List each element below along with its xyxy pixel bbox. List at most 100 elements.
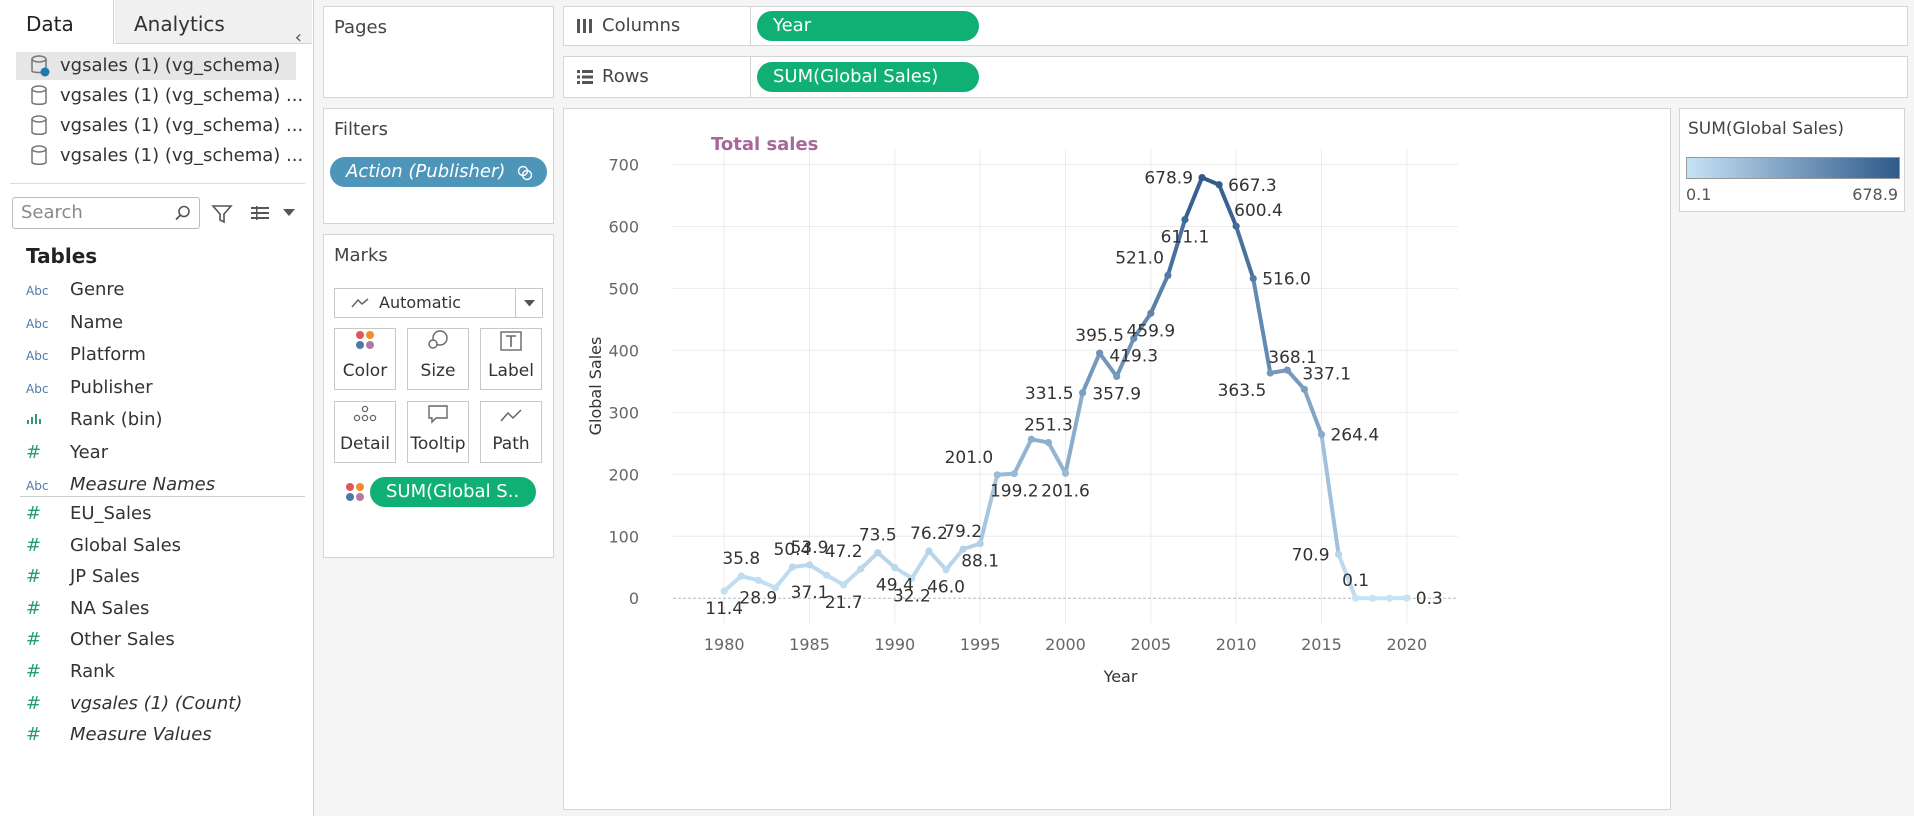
field-label: Other Sales — [70, 629, 175, 651]
rows-shelf[interactable]: Rows SUM(Global Sales) — [563, 56, 1908, 98]
line-segment — [1165, 217, 1187, 278]
data-label: 79.2 — [944, 522, 982, 542]
field-label: Genre — [70, 279, 125, 300]
path-button[interactable]: Path — [480, 401, 542, 463]
field-genre[interactable]: Abc Genre — [26, 275, 306, 305]
text-label-icon — [500, 331, 522, 351]
columns-pill-label: Year — [773, 15, 812, 36]
field-eu-sales[interactable]: # EU_Sales — [26, 499, 306, 529]
field-label: Year — [70, 441, 109, 463]
collapse-pane-icon[interactable]: ‹ — [294, 27, 302, 48]
detail-icon — [353, 405, 377, 422]
data-label: 611.1 — [1161, 228, 1210, 248]
field-jp-sales[interactable]: # JP Sales — [26, 562, 306, 592]
mark-type-chevron[interactable] — [515, 289, 542, 317]
field-name[interactable]: Abc Name — [26, 308, 306, 338]
data-point — [1164, 271, 1172, 279]
rows-pill-sum-global-sales[interactable]: SUM(Global Sales) — [757, 62, 979, 92]
datasource-item[interactable]: vgsales (1) (vg_schema) ... — [16, 142, 303, 170]
chevron-down-icon[interactable] — [283, 209, 295, 217]
y-tick-label: 200 — [608, 465, 639, 484]
legend-min-label: 0.1 — [1686, 185, 1712, 204]
line-segment — [1302, 387, 1324, 437]
data-label: 678.9 — [1144, 169, 1193, 189]
filter-pill[interactable]: Action (Publisher) — [330, 157, 547, 187]
field-global-sales[interactable]: # Global Sales — [26, 531, 306, 561]
data-point — [959, 545, 967, 553]
chevron-down-icon — [524, 300, 535, 307]
datasource-item[interactable]: vgsales (1) (vg_schema) ... — [16, 112, 303, 140]
line-chart[interactable]: 0 100 200 300 400 500 600 700 1980 1985 1990 1995 20… — [564, 109, 1670, 809]
search-icon — [175, 205, 190, 221]
line-segment — [1046, 440, 1068, 476]
data-point — [788, 563, 797, 571]
color-button[interactable]: Color — [334, 328, 396, 390]
filters-shelf[interactable]: Filters Action (Publisher) — [323, 108, 554, 224]
rows-label: Rows — [602, 66, 649, 87]
divider — [750, 7, 751, 45]
data-point — [993, 471, 1001, 479]
field-rank[interactable]: # Rank — [26, 657, 306, 687]
tab-analytics-label: Analytics — [134, 12, 225, 36]
field-publisher[interactable]: Abc Publisher — [26, 373, 306, 403]
label-button[interactable]: Label — [480, 328, 542, 390]
pages-shelf[interactable]: Pages — [323, 6, 554, 98]
line-segment — [1114, 336, 1136, 379]
size-label: Size — [420, 361, 456, 381]
data-label: 49.4 — [876, 576, 914, 596]
columns-pill-year[interactable]: Year — [757, 11, 979, 41]
x-tick-label: 2010 — [1216, 635, 1257, 654]
color-measure-pill[interactable]: SUM(Global S.. — [370, 477, 536, 507]
path-icon — [500, 409, 522, 422]
database-icon — [31, 115, 47, 135]
field-vgsales-1-count[interactable]: # vgsales (1) (Count) — [26, 689, 306, 719]
tables-heading: Tables — [26, 244, 98, 268]
line-segment — [1234, 224, 1256, 281]
field-measure-names[interactable]: Abc Measure Names — [26, 470, 306, 500]
data-point — [976, 540, 984, 548]
data-point — [1061, 469, 1070, 477]
detail-button[interactable]: Detail — [334, 401, 396, 463]
mark-type-dropdown[interactable]: Automatic — [334, 288, 543, 318]
columns-icon — [577, 19, 592, 33]
tab-data[interactable]: Data — [0, 0, 114, 44]
x-tick-label: 2005 — [1130, 635, 1171, 654]
field-platform[interactable]: Abc Platform — [26, 340, 306, 370]
field-na-sales[interactable]: # NA Sales — [26, 594, 306, 624]
data-label: 201.0 — [945, 448, 994, 468]
chart-view[interactable]: 0 100 200 300 400 500 600 700 1980 1985 1990 1995 20… — [563, 108, 1671, 810]
datasource-item[interactable]: vgsales (1) (vg_schema) — [16, 52, 296, 80]
datasource-item[interactable]: vgsales (1) (vg_schema) ... — [16, 82, 303, 110]
x-tick-label: 2000 — [1045, 635, 1086, 654]
data-point — [1181, 215, 1189, 224]
field-other-sales[interactable]: # Other Sales — [26, 625, 306, 655]
field-label: Publisher — [70, 376, 153, 398]
view-list-icon[interactable] — [250, 205, 270, 221]
data-label: 70.9 — [1292, 545, 1330, 565]
line-segment — [909, 549, 931, 581]
field-rank-bin[interactable]: Rank (bin) — [26, 405, 306, 435]
divider — [20, 496, 305, 497]
tab-analytics[interactable]: Analytics ‹ — [115, 0, 312, 48]
field-measure-values[interactable]: # Measure Values — [26, 720, 306, 750]
data-point — [1266, 369, 1274, 377]
data-label: 88.1 — [961, 552, 999, 572]
data-point — [874, 549, 882, 557]
search-input[interactable]: Search — [12, 197, 200, 229]
size-button[interactable]: Size — [407, 328, 469, 390]
bin-type-icon — [26, 406, 70, 436]
data-label: 11.4 — [705, 599, 743, 619]
filter-icon[interactable] — [211, 203, 233, 225]
data-point — [891, 564, 899, 572]
line-segment — [773, 564, 795, 590]
columns-shelf[interactable]: Columns Year — [563, 6, 1908, 46]
field-year[interactable]: # Year — [26, 438, 306, 468]
color-legend[interactable]: SUM(Global Sales) 0.1 678.9 — [1679, 108, 1905, 212]
string-type-icon: Abc — [26, 381, 49, 396]
tooltip-button[interactable]: Tooltip — [407, 401, 469, 463]
data-label: 32.2 — [893, 586, 931, 606]
line-segment — [858, 550, 880, 571]
datasource-label: vgsales (1) (vg_schema) ... — [60, 115, 304, 136]
data-point — [1386, 594, 1394, 602]
number-type-icon: # — [26, 503, 42, 524]
